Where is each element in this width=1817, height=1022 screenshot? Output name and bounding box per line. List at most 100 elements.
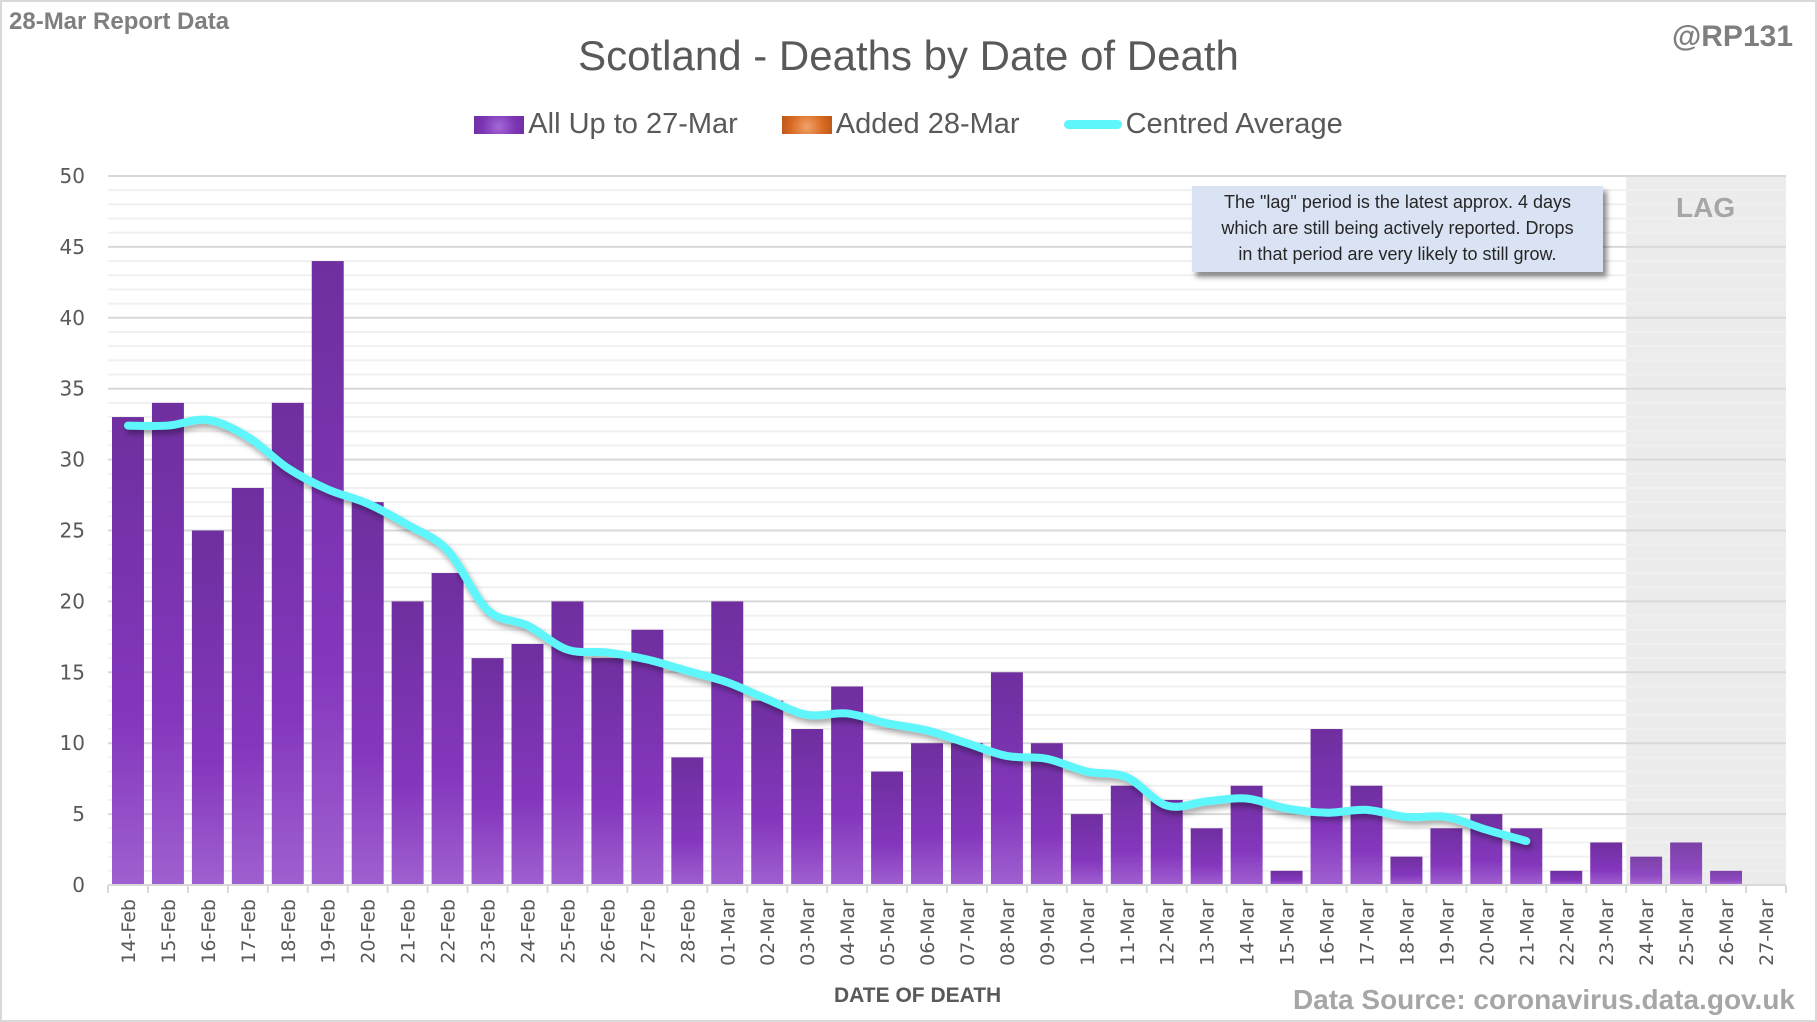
bar-28-Feb — [671, 757, 704, 885]
x-tick-label: 14-Feb — [118, 899, 140, 964]
x-tick-label: 21-Feb — [398, 899, 420, 964]
x-tick-label: 13-Mar — [1197, 899, 1219, 966]
x-tick-label: 05-Mar — [877, 899, 899, 966]
x-tick-label: 11-Mar — [1117, 899, 1139, 966]
x-tick-label: 12-Mar — [1157, 899, 1179, 966]
x-tick-label: 17-Feb — [238, 899, 260, 964]
legend-line-cyan-icon — [1063, 120, 1122, 129]
x-tick-label: 20-Feb — [358, 899, 380, 964]
average-line-group — [123, 415, 1531, 846]
x-tick-label: 06-Mar — [917, 899, 939, 966]
bar-21-Feb — [391, 601, 424, 885]
bar-26-Mar — [1710, 870, 1743, 885]
bar-18-Mar — [1390, 856, 1423, 885]
bar-13-Mar — [1190, 828, 1223, 885]
bar-02-Mar — [751, 700, 784, 885]
bar-26-Feb — [591, 658, 624, 885]
x-axis — [107, 884, 1787, 893]
x-tick-label: 02-Mar — [757, 899, 779, 966]
bar-22-Mar — [1550, 870, 1583, 885]
x-tick-label: 09-Mar — [1037, 899, 1059, 966]
x-tick-label: 28-Feb — [677, 899, 699, 964]
bar-18-Feb — [271, 402, 304, 885]
lag-callout: The "lag" period is the latest approx. 4… — [1192, 186, 1603, 272]
bar-15-Feb — [151, 402, 184, 885]
bar-22-Feb — [431, 573, 464, 885]
chart-title: Scotland - Deaths by Date of Death — [578, 32, 1239, 79]
x-tick-label: 22-Feb — [438, 899, 460, 964]
legend-item-average[interactable]: Centred Average — [1063, 108, 1343, 141]
x-tick-label: 15-Mar — [1277, 899, 1299, 966]
callout-line-3: in that period are very likely to still … — [1238, 244, 1557, 264]
x-tick-label: 08-Mar — [997, 899, 1019, 966]
x-tick-label: 07-Mar — [957, 899, 979, 966]
x-tick-label: 20-Mar — [1476, 899, 1498, 966]
bar-09-Mar — [1030, 743, 1063, 885]
y-tick-label: 5 — [72, 802, 85, 826]
x-tick-label: 24-Mar — [1636, 899, 1658, 966]
bar-25-Mar — [1670, 842, 1703, 885]
y-tick-label: 45 — [60, 235, 85, 259]
bar-12-Mar — [1150, 799, 1183, 885]
legend-swatch-orange-icon — [781, 115, 832, 134]
x-tick-label: 01-Mar — [717, 899, 739, 966]
bar-06-Mar — [911, 743, 944, 885]
x-axis-label: DATE OF DEATH — [834, 984, 1002, 1007]
legend-label-average: Centred Average — [1125, 108, 1343, 140]
bar-19-Mar — [1430, 828, 1463, 885]
legend-item-added[interactable]: Added 28-Mar — [781, 108, 1020, 141]
bar-24-Mar — [1630, 856, 1663, 885]
callout-line-1: The "lag" period is the latest approx. 4… — [1224, 192, 1571, 212]
y-tick-label: 40 — [60, 306, 85, 330]
author-handle: @RP131 — [1672, 20, 1793, 53]
x-axis-ticks: 14-Feb 15-Feb 16-Feb 17-Feb 18-Feb 19-Feb 20-F… — [118, 899, 1778, 966]
x-tick-label: 25-Feb — [557, 899, 579, 964]
bar-05-Mar — [871, 771, 904, 885]
bar-16-Feb — [191, 530, 224, 885]
x-tick-label: 27-Mar — [1756, 899, 1778, 966]
bar-16-Mar — [1310, 729, 1343, 885]
bar-08-Mar — [990, 672, 1023, 885]
bar-14-Feb — [111, 417, 144, 885]
bar-20-Feb — [351, 502, 384, 885]
lag-label: LAG — [1676, 192, 1736, 223]
bar-23-Feb — [471, 658, 504, 885]
legend: All Up to 27-Mar Added 28-Mar Centred Av… — [0, 108, 1817, 141]
x-tick-label: 14-Mar — [1237, 899, 1259, 966]
report-date-label: 28-Mar Report Data — [9, 8, 230, 35]
x-tick-label: 23-Mar — [1596, 899, 1618, 966]
y-tick-label: 20 — [60, 589, 85, 613]
x-tick-label: 23-Feb — [478, 899, 500, 964]
y-tick-label: 25 — [60, 519, 85, 543]
bar-03-Mar — [791, 729, 824, 885]
bar-24-Feb — [511, 643, 544, 885]
bar-07-Mar — [950, 743, 983, 885]
bar-11-Mar — [1110, 785, 1143, 885]
centred-average-line — [123, 415, 1531, 846]
bar-01-Mar — [711, 601, 744, 885]
x-tick-label: 19-Feb — [318, 899, 340, 964]
legend-item-all[interactable]: All Up to 27-Mar — [474, 108, 738, 141]
x-tick-label: 17-Mar — [1357, 899, 1379, 966]
y-tick-label: 35 — [60, 377, 85, 401]
y-tick-label: 50 — [60, 164, 85, 188]
bar-04-Mar — [831, 686, 864, 885]
y-tick-label: 15 — [60, 660, 85, 684]
bar-19-Feb — [311, 261, 344, 886]
x-tick-label: 18-Mar — [1396, 899, 1418, 966]
x-tick-label: 18-Feb — [278, 899, 300, 964]
x-tick-label: 16-Mar — [1317, 899, 1339, 966]
x-tick-label: 22-Mar — [1556, 899, 1578, 966]
x-tick-label: 03-Mar — [797, 899, 819, 966]
bar-23-Mar — [1590, 842, 1623, 885]
bar-27-Feb — [631, 629, 664, 885]
x-tick-label: 16-Feb — [198, 899, 220, 964]
x-tick-label: 21-Mar — [1516, 899, 1538, 966]
x-tick-label: 26-Mar — [1716, 899, 1738, 966]
gridlines — [108, 175, 1786, 872]
x-tick-label: 19-Mar — [1436, 899, 1458, 966]
x-tick-label: 04-Mar — [837, 899, 859, 966]
x-tick-label: 10-Mar — [1077, 899, 1099, 966]
y-tick-label: 30 — [60, 448, 85, 472]
